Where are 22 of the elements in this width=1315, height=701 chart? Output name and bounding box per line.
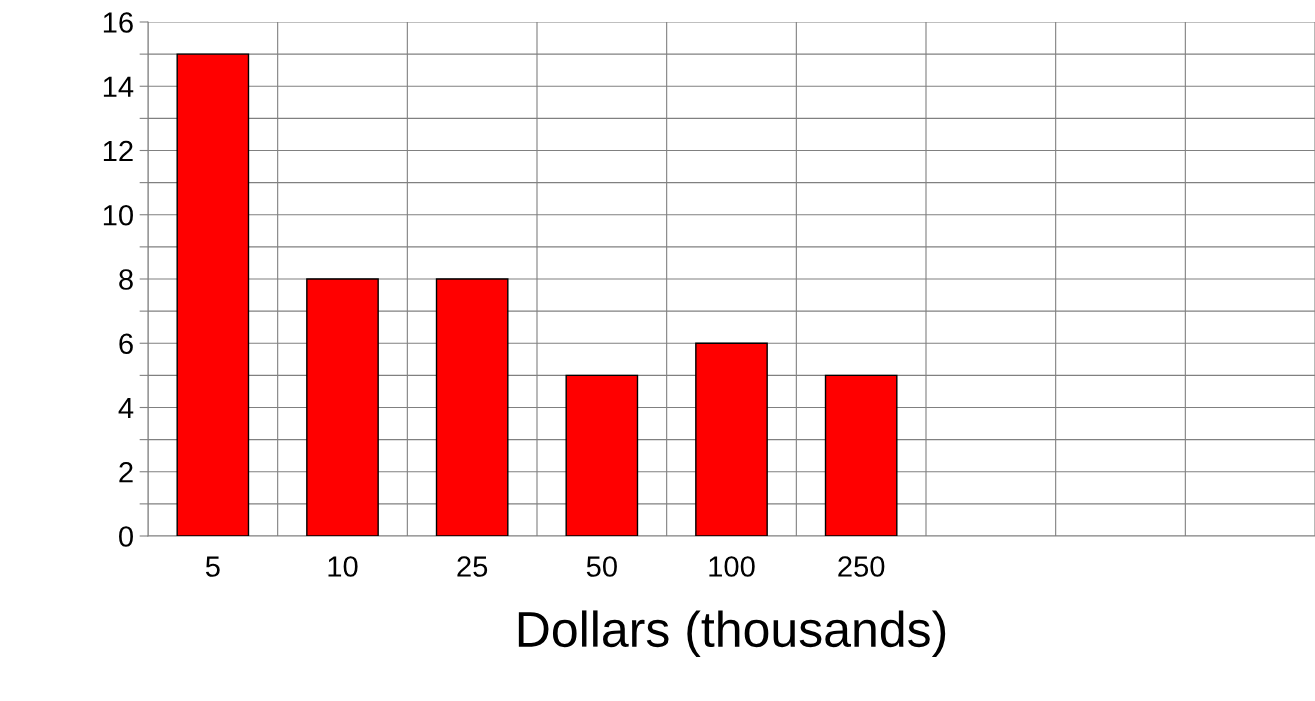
bar — [435, 278, 509, 536]
bar — [695, 342, 768, 536]
x-axis-title: Dollars (thousands) — [518, 610, 946, 657]
y-tick-label: 14 — [103, 76, 134, 97]
y-tick-label: 4 — [118, 398, 134, 419]
x-tick-label: 10 — [328, 556, 358, 577]
x-tick-label: 5 — [205, 556, 220, 577]
x-tick-label: 50 — [586, 556, 617, 577]
bar — [824, 374, 898, 536]
bar — [176, 53, 250, 536]
x-tick-label: 100 — [709, 556, 755, 577]
y-tick-label: 12 — [103, 140, 133, 162]
y-tick-label: 8 — [119, 269, 133, 290]
bar — [306, 278, 379, 536]
bar — [565, 374, 639, 536]
y-tick-label: 2 — [119, 461, 133, 483]
x-tick-label: 250 — [838, 556, 885, 577]
y-tick-label: 10 — [103, 204, 133, 226]
y-tick-label: 16 — [103, 12, 133, 33]
y-tick-label: 6 — [119, 333, 133, 355]
x-tick-label: 25 — [457, 556, 488, 577]
y-tick-label: 0 — [119, 526, 133, 547]
